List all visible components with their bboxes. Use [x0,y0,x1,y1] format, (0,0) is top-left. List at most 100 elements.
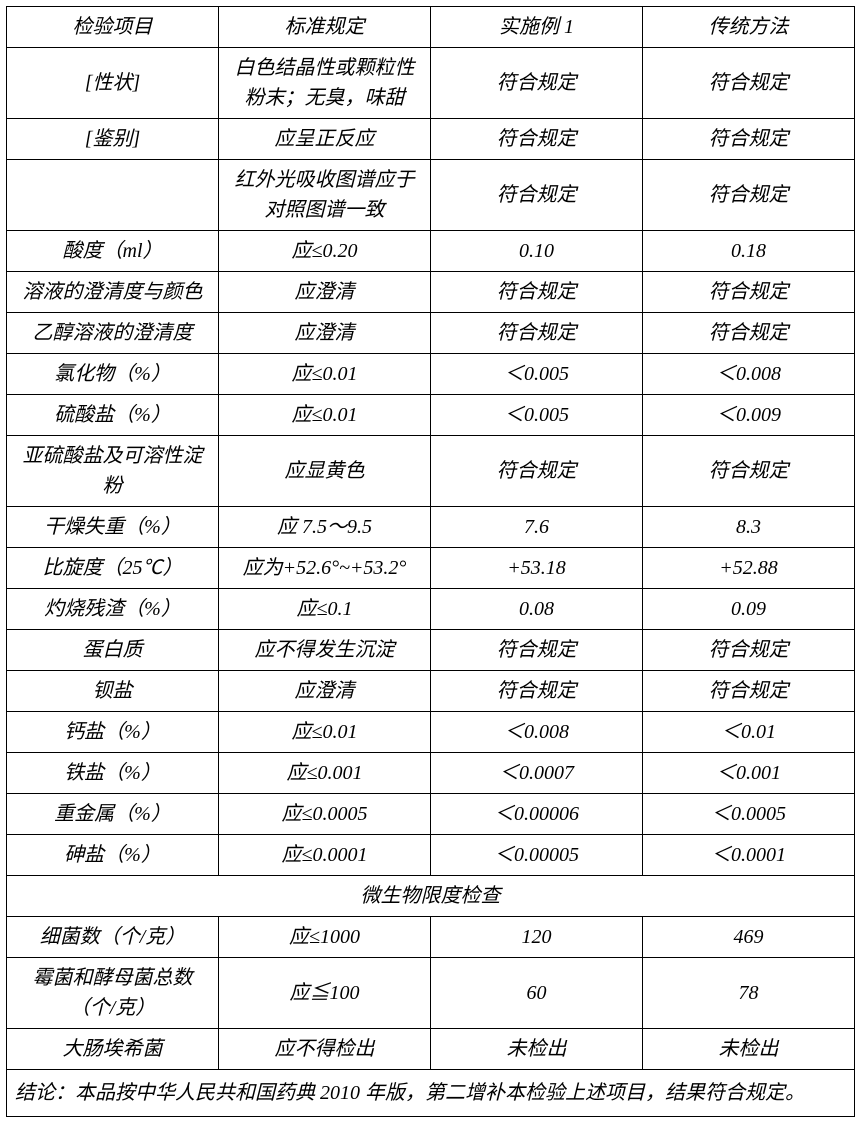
table-row: 细菌数（个/克）应≤1000120469 [7,917,855,958]
table-cell: 符合规定 [643,48,855,119]
table-row: 铁盐（%）应≤0.001＜0.0007＜0.001 [7,753,855,794]
table-cell: ＜0.01 [643,712,855,753]
table-cell: 120 [431,917,643,958]
table-cell: ＜0.0005 [643,794,855,835]
header-example1: 实施例 1 [431,7,643,48]
table-row: 灼烧残渣（%）应≤0.10.080.09 [7,589,855,630]
table-cell: 应不得发生沉淀 [219,630,431,671]
table-cell: 蛋白质 [7,630,219,671]
table-cell: 应不得检出 [219,1029,431,1070]
table-cell: 0.08 [431,589,643,630]
table-row: 红外光吸收图谱应于对照图谱一致符合规定符合规定 [7,160,855,231]
table-cell: 硫酸盐（%） [7,395,219,436]
table-cell: 铁盐（%） [7,753,219,794]
table-cell: 白色结晶性或颗粒性粉末；无臭，味甜 [219,48,431,119]
table-cell: 0.10 [431,231,643,272]
table-cell [7,160,219,231]
table-row: 蛋白质应不得发生沉淀符合规定符合规定 [7,630,855,671]
table-row: 砷盐（%）应≤0.0001＜0.00005＜0.0001 [7,835,855,876]
table-cell: 应≤0.20 [219,231,431,272]
table-cell: 符合规定 [431,48,643,119]
table-cell: 60 [431,958,643,1029]
table-cell: 符合规定 [431,630,643,671]
table-cell: ＜0.001 [643,753,855,794]
table-cell: 应≤0.0001 [219,835,431,876]
table-cell: 78 [643,958,855,1029]
microbio-section-header: 微生物限度检查 [7,876,855,917]
table-cell: 符合规定 [643,160,855,231]
table-cell: 细菌数（个/克） [7,917,219,958]
table-cell: 重金属（%） [7,794,219,835]
table-cell: 符合规定 [431,436,643,507]
table-cell: 469 [643,917,855,958]
table-cell: ＜0.005 [431,395,643,436]
table-cell: 钡盐 [7,671,219,712]
table-row: 比旋度（25℃）应为+52.6°~+53.2°+53.18+52.88 [7,548,855,589]
table-cell: 应澄清 [219,671,431,712]
table-cell: 应≤0.1 [219,589,431,630]
table-cell: 干燥失重（%） [7,507,219,548]
table-cell: 符合规定 [643,671,855,712]
table-cell: ＜0.008 [431,712,643,753]
table-cell: 符合规定 [643,119,855,160]
table-cell: ＜0.00005 [431,835,643,876]
table-cell: 酸度（ml） [7,231,219,272]
table-cell: 乙醇溶液的澄清度 [7,313,219,354]
table-row: 大肠埃希菌应不得检出未检出未检出 [7,1029,855,1070]
table-cell: ＜0.0007 [431,753,643,794]
table-cell: 亚硫酸盐及可溶性淀粉 [7,436,219,507]
table-cell: 应≤0.01 [219,712,431,753]
table-cell: 比旋度（25℃） [7,548,219,589]
table-cell: 符合规定 [643,272,855,313]
table-cell: ＜0.009 [643,395,855,436]
table-cell: ＜0.00006 [431,794,643,835]
table-cell: 应≤0.001 [219,753,431,794]
header-item: 检验项目 [7,7,219,48]
table-header-row: 检验项目 标准规定 实施例 1 传统方法 [7,7,855,48]
table-cell: 霉菌和酵母菌总数（个/克） [7,958,219,1029]
inspection-table: 检验项目 标准规定 实施例 1 传统方法 [性状]白色结晶性或颗粒性粉末；无臭，… [6,6,855,1117]
table-cell: 未检出 [643,1029,855,1070]
table-cell: 应 7.5～9.5 [219,507,431,548]
table-cell: 灼烧残渣（%） [7,589,219,630]
table-row: [鉴别]应呈正反应符合规定符合规定 [7,119,855,160]
table-cell: 符合规定 [431,160,643,231]
table-cell: 符合规定 [643,436,855,507]
table-row: 硫酸盐（%）应≤0.01＜0.005＜0.009 [7,395,855,436]
table-row: 重金属（%）应≤0.0005＜0.00006＜0.0005 [7,794,855,835]
table-cell: ＜0.008 [643,354,855,395]
table-row: 乙醇溶液的澄清度应澄清符合规定符合规定 [7,313,855,354]
table-cell: 应为+52.6°~+53.2° [219,548,431,589]
table-cell: 应澄清 [219,313,431,354]
table-cell: 7.6 [431,507,643,548]
header-standard: 标准规定 [219,7,431,48]
table-row: 酸度（ml）应≤0.200.100.18 [7,231,855,272]
table-row: 溶液的澄清度与颜色应澄清符合规定符合规定 [7,272,855,313]
table-cell: 应≤0.01 [219,354,431,395]
table-cell: 应呈正反应 [219,119,431,160]
conclusion-row: 结论：本品按中华人民共和国药典 2010 年版，第二增补本检验上述项目，结果符合… [7,1070,855,1117]
table-cell: 钙盐（%） [7,712,219,753]
table-cell: 8.3 [643,507,855,548]
table-cell: 0.18 [643,231,855,272]
table-cell: 应澄清 [219,272,431,313]
table-row: 钙盐（%）应≤0.01＜0.008＜0.01 [7,712,855,753]
table-cell: 溶液的澄清度与颜色 [7,272,219,313]
table-row: 干燥失重（%）应 7.5～9.57.68.3 [7,507,855,548]
table-row: [性状]白色结晶性或颗粒性粉末；无臭，味甜符合规定符合规定 [7,48,855,119]
table-cell: 符合规定 [431,119,643,160]
table-cell: 符合规定 [431,313,643,354]
table-row: 钡盐应澄清符合规定符合规定 [7,671,855,712]
conclusion-cell: 结论：本品按中华人民共和国药典 2010 年版，第二增补本检验上述项目，结果符合… [7,1070,855,1117]
table-row: 霉菌和酵母菌总数（个/克）应≦1006078 [7,958,855,1029]
table-cell: +52.88 [643,548,855,589]
table-cell: [性状] [7,48,219,119]
table-cell: 符合规定 [643,313,855,354]
table-cell: 砷盐（%） [7,835,219,876]
table-cell: 大肠埃希菌 [7,1029,219,1070]
table-cell: 红外光吸收图谱应于对照图谱一致 [219,160,431,231]
table-cell: 应≤0.01 [219,395,431,436]
table-cell: ＜0.005 [431,354,643,395]
microbio-header-cell: 微生物限度检查 [7,876,855,917]
table-cell: 应显黄色 [219,436,431,507]
